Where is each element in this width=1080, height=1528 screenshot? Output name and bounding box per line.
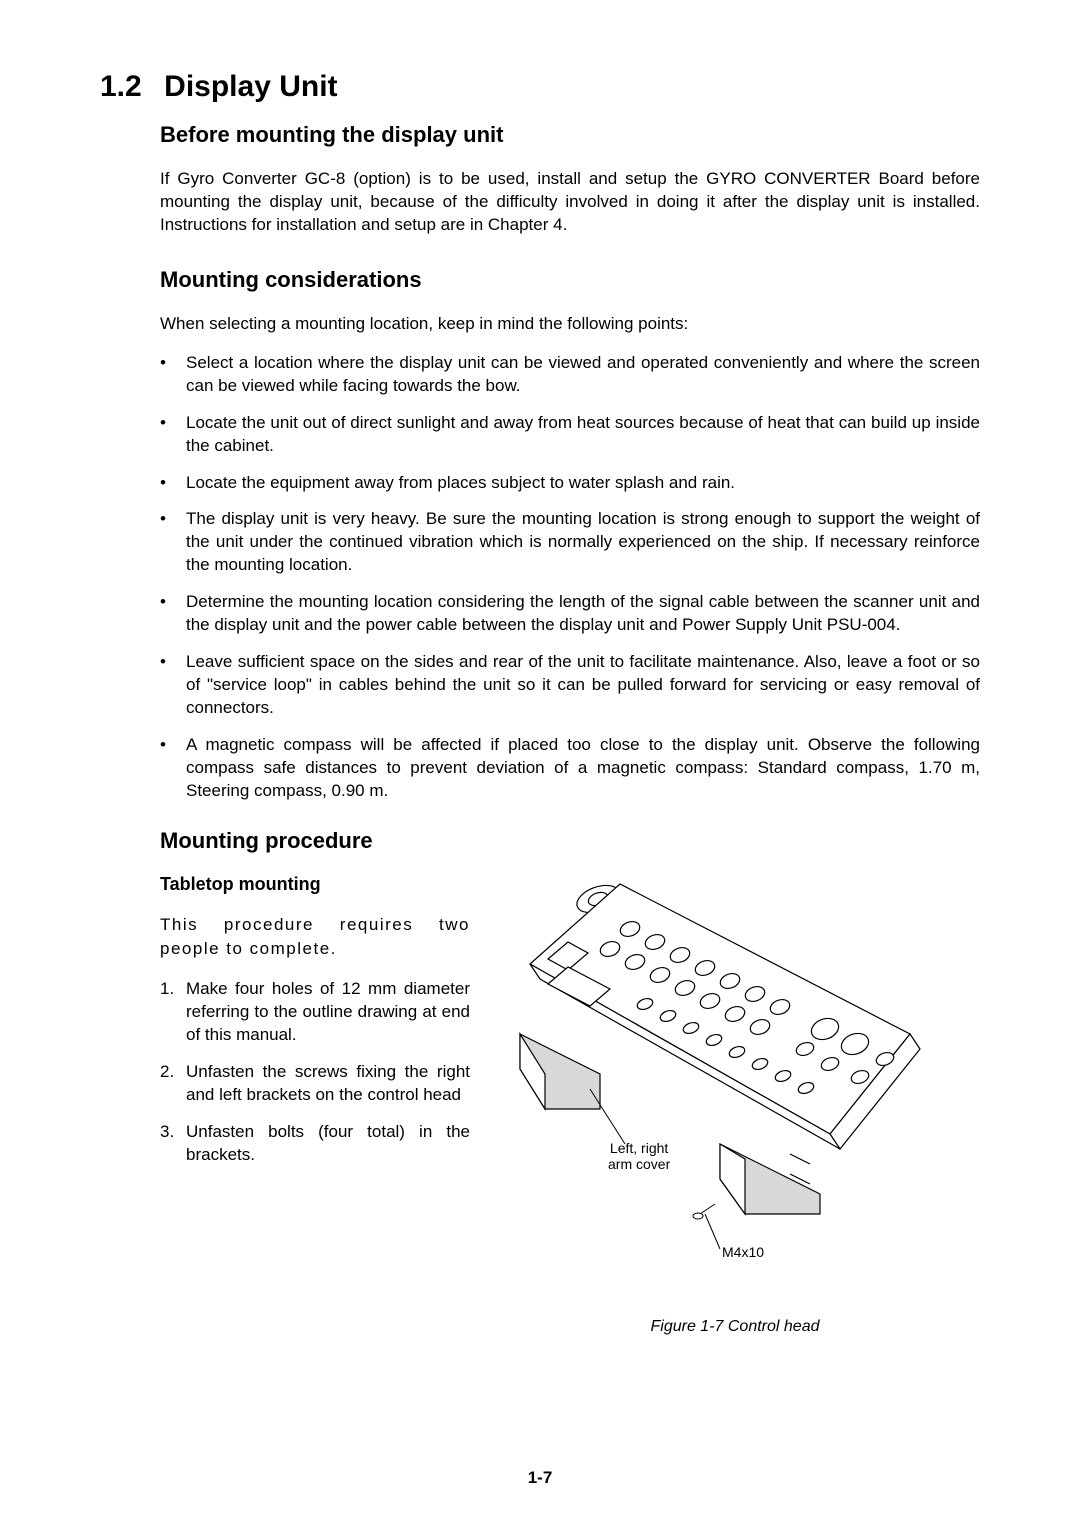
control-head-diagram-icon [490,874,930,1274]
procedure-body: This procedure requires two people to co… [160,913,470,961]
label-line: Left, right [610,1140,668,1156]
figure-caption: Figure 1-7 Control head [490,1318,980,1336]
bullet-icon: • [160,651,186,720]
considerations-intro: When selecting a mounting location, keep… [160,313,980,336]
bullet-icon: • [160,352,186,398]
step-text: Unfasten bolts (four total) in the brack… [186,1121,470,1167]
bullet-icon: • [160,734,186,803]
section-title: Display Unit [164,70,337,104]
tabletop-title: Tabletop mounting [160,874,470,895]
list-item: 1. Make four holes of 12 mm diameter ref… [160,978,470,1047]
bullet-icon: • [160,412,186,458]
list-item: 2. Unfasten the screws fixing the right … [160,1061,470,1107]
section-number: 1.2 [100,70,142,104]
section-heading: 1.2 Display Unit [100,70,980,104]
procedure-steps: 1. Make four holes of 12 mm diameter ref… [160,978,470,1167]
list-item: • Locate the unit out of direct sunlight… [160,412,980,458]
page-number: 1-7 [0,1468,1080,1488]
step-text: Unfasten the screws fixing the right and… [186,1061,470,1107]
bullet-icon: • [160,591,186,637]
arm-cover-label: Left, right arm cover [608,1140,670,1172]
control-head-figure: Left, right arm cover M4x10 [490,874,930,1314]
list-item: • Determine the mounting location consid… [160,591,980,637]
subsection-before-title: Before mounting the display unit [160,122,980,148]
label-line: arm cover [608,1156,670,1172]
subsection-procedure-title: Mounting procedure [160,828,980,854]
bullet-icon: • [160,472,186,495]
subsection-considerations-title: Mounting considerations [160,267,980,293]
before-body: If Gyro Converter GC-8 (option) is to be… [160,168,980,237]
bullet-text: A magnetic compass will be affected if p… [186,734,980,803]
list-item: 3. Unfasten bolts (four total) in the br… [160,1121,470,1167]
bullet-text: Locate the unit out of direct sunlight a… [186,412,980,458]
list-item: • A magnetic compass will be affected if… [160,734,980,803]
list-item: • The display unit is very heavy. Be sur… [160,508,980,577]
step-text: Make four holes of 12 mm diameter referr… [186,978,470,1047]
step-number: 2. [160,1061,186,1107]
bullet-text: Determine the mounting location consider… [186,591,980,637]
step-number: 1. [160,978,186,1047]
bullet-text: Leave sufficient space on the sides and … [186,651,980,720]
bullet-text: Locate the equipment away from places su… [186,472,980,495]
figure-column: Left, right arm cover M4x10 Figure 1-7 C… [490,874,980,1336]
list-item: • Leave sufficient space on the sides an… [160,651,980,720]
bullet-text: Select a location where the display unit… [186,352,980,398]
step-number: 3. [160,1121,186,1167]
procedure-left-column: Tabletop mounting This procedure require… [160,874,470,1336]
considerations-list: • Select a location where the display un… [160,352,980,803]
bullet-text: The display unit is very heavy. Be sure … [186,508,980,577]
list-item: • Select a location where the display un… [160,352,980,398]
list-item: • Locate the equipment away from places … [160,472,980,495]
screw-label: M4x10 [722,1244,764,1260]
bullet-icon: • [160,508,186,577]
